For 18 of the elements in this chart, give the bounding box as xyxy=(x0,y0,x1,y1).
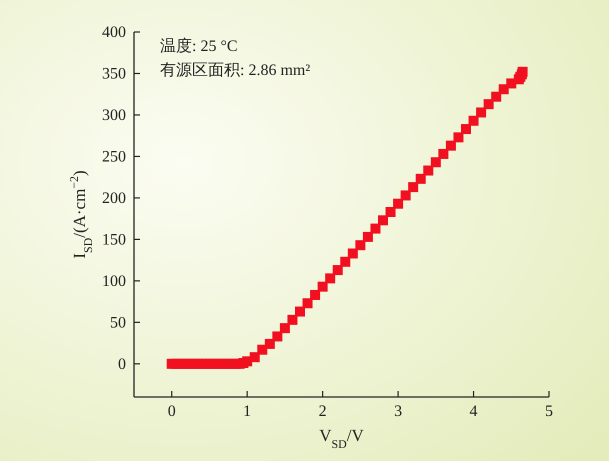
x-tick-label: 0 xyxy=(168,403,176,420)
x-tick-label: 2 xyxy=(318,403,327,420)
y-tick-label: 200 xyxy=(102,190,126,207)
y-tick-label: 100 xyxy=(102,272,126,290)
x-tick-label: 5 xyxy=(545,403,553,420)
x-tick-label: 1 xyxy=(243,403,252,420)
y-tick-label: 150 xyxy=(102,231,126,248)
x-tick-label: 3 xyxy=(394,403,402,420)
y-tick-label: 250 xyxy=(102,148,126,166)
x-axis-title: V$_{SD}$/V xyxy=(319,426,364,451)
y-tick-label: 350 xyxy=(102,65,126,82)
x-tick-label: 4 xyxy=(470,403,478,420)
y-tick-label: 50 xyxy=(110,314,126,332)
y-tick-label: 0 xyxy=(118,356,126,373)
y-tick-label: 400 xyxy=(102,24,126,41)
annotation: 温度: 25 °C xyxy=(160,37,238,55)
y-tick-label: 300 xyxy=(102,106,126,124)
annotation: 有源区面积: 2.86 mm² xyxy=(160,62,310,79)
